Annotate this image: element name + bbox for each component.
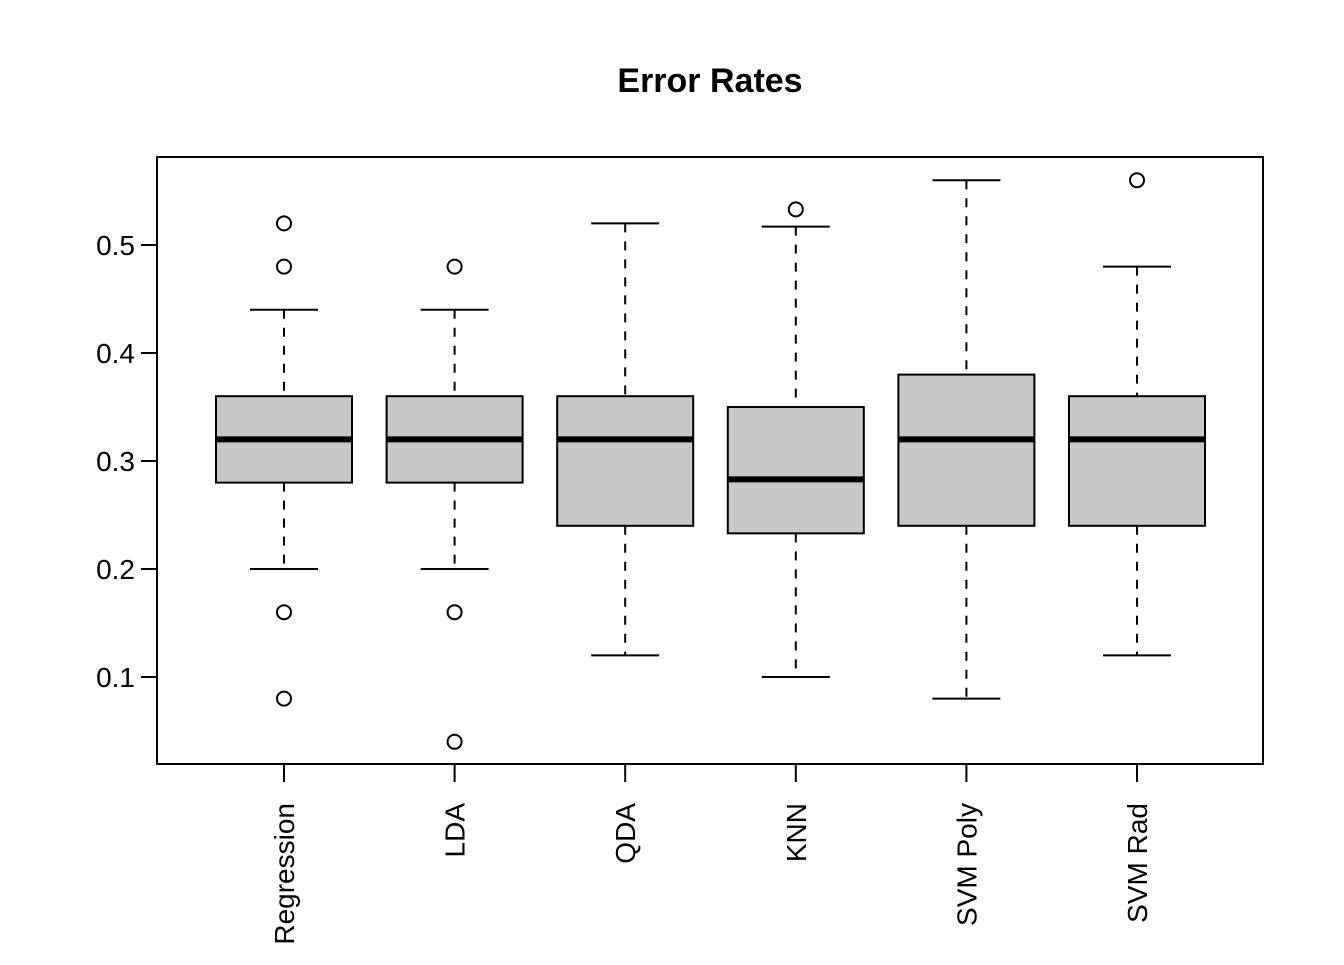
x-tick-label: KNN [781,803,812,862]
iqr-box [897,373,1036,527]
outlier-point [446,733,463,750]
y-tick-label: 0.2 [96,554,135,585]
x-tick-label: Regression [269,803,300,945]
box-knn [726,201,865,678]
iqr-box [556,395,695,527]
boxes-group [215,172,1206,750]
y-tick-label: 0.1 [96,662,135,693]
y-axis: 0.1 0.2 0.3 0.4 0.5 [96,230,157,693]
y-tick-label: 0.3 [96,446,135,477]
y-tick-label: 0.4 [96,338,135,369]
outlier-point [446,604,463,621]
outlier-point [787,201,804,218]
outlier-point [276,604,292,621]
outlier-point [276,258,292,275]
box-lda [385,258,524,750]
x-tick-label: QDA [610,803,641,864]
x-tick-label: LDA [440,803,471,858]
chart-title: Error Rates [617,62,802,100]
outlier-point [276,215,292,232]
x-axis: Regression LDA QDA KNN SVM Poly SVM Rad [269,764,1153,945]
outlier-point [276,690,292,707]
outlier-point [446,258,463,275]
box-svm-rad [1068,172,1206,657]
iqr-box [726,406,865,535]
y-tick-label: 0.5 [96,230,135,261]
box-svm-poly [897,179,1036,700]
x-tick-label: SVM Rad [1122,803,1153,923]
x-tick-label: SVM Poly [951,803,982,926]
box-regression [215,215,353,707]
box-qda [556,222,695,657]
iqr-box [1068,395,1206,527]
outlier-point [1129,172,1145,189]
